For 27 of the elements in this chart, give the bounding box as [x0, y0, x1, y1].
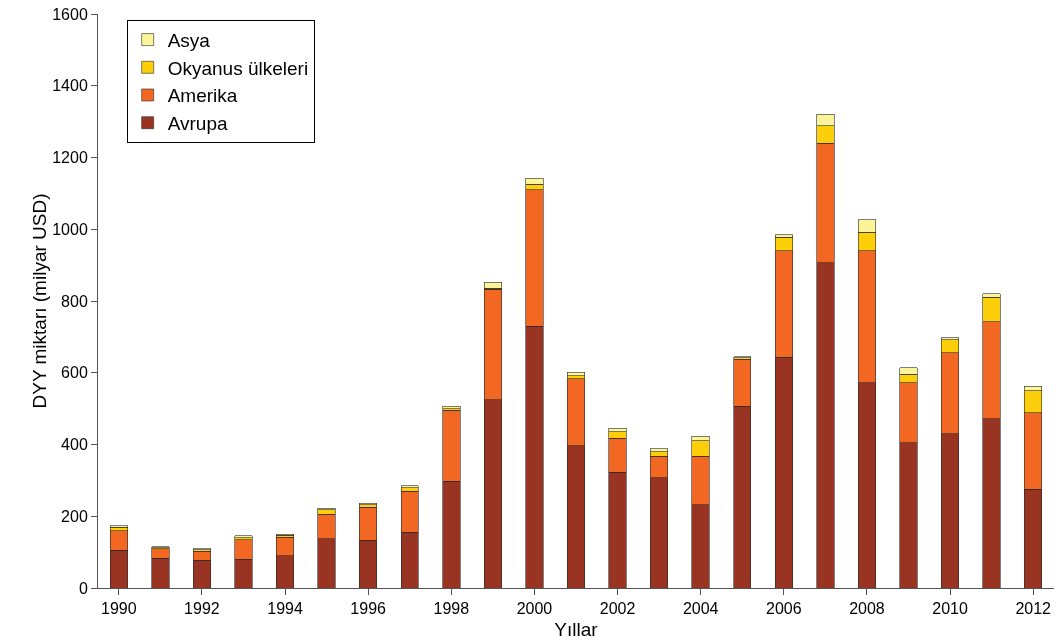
x-tick-label: 2010: [932, 600, 968, 618]
y-axis-title: DYY miktarı (milyar USD): [29, 193, 51, 409]
x-tick-label: 2004: [682, 600, 719, 618]
x-tick-label: 2006: [766, 600, 802, 618]
y-tick-label: 0: [78, 579, 88, 597]
x-tick-label: 2002: [599, 600, 636, 618]
legend-label: Asya: [167, 30, 211, 51]
x-tick-label: 2008: [849, 600, 885, 618]
y-tick-label: 1600: [52, 5, 88, 23]
legend-label: Amerika: [167, 85, 238, 107]
x-axis-title: Yıllar: [554, 619, 599, 640]
y-tick-label: 1400: [52, 77, 88, 95]
y-tick-label: 1000: [52, 220, 88, 238]
y-tick-label: 400: [61, 436, 88, 454]
y-tick-label: 600: [61, 364, 88, 382]
x-tick-label: 2000: [516, 600, 553, 618]
x-tick-label: 1994: [267, 600, 303, 618]
y-tick-label: 200: [61, 507, 88, 525]
legend-label: Avrupa: [167, 113, 228, 135]
x-tick-label: 1990: [100, 600, 137, 618]
y-tick-label: 800: [61, 292, 88, 310]
x-tick-label: 1992: [184, 600, 220, 618]
x-tick-label: 1996: [350, 600, 387, 618]
x-tick-label: 1998: [433, 600, 470, 618]
legend-label: Okyanus ülkeleri: [167, 57, 309, 79]
x-tick-label: 2012: [1015, 600, 1052, 618]
y-tick-label: 1200: [52, 149, 88, 167]
